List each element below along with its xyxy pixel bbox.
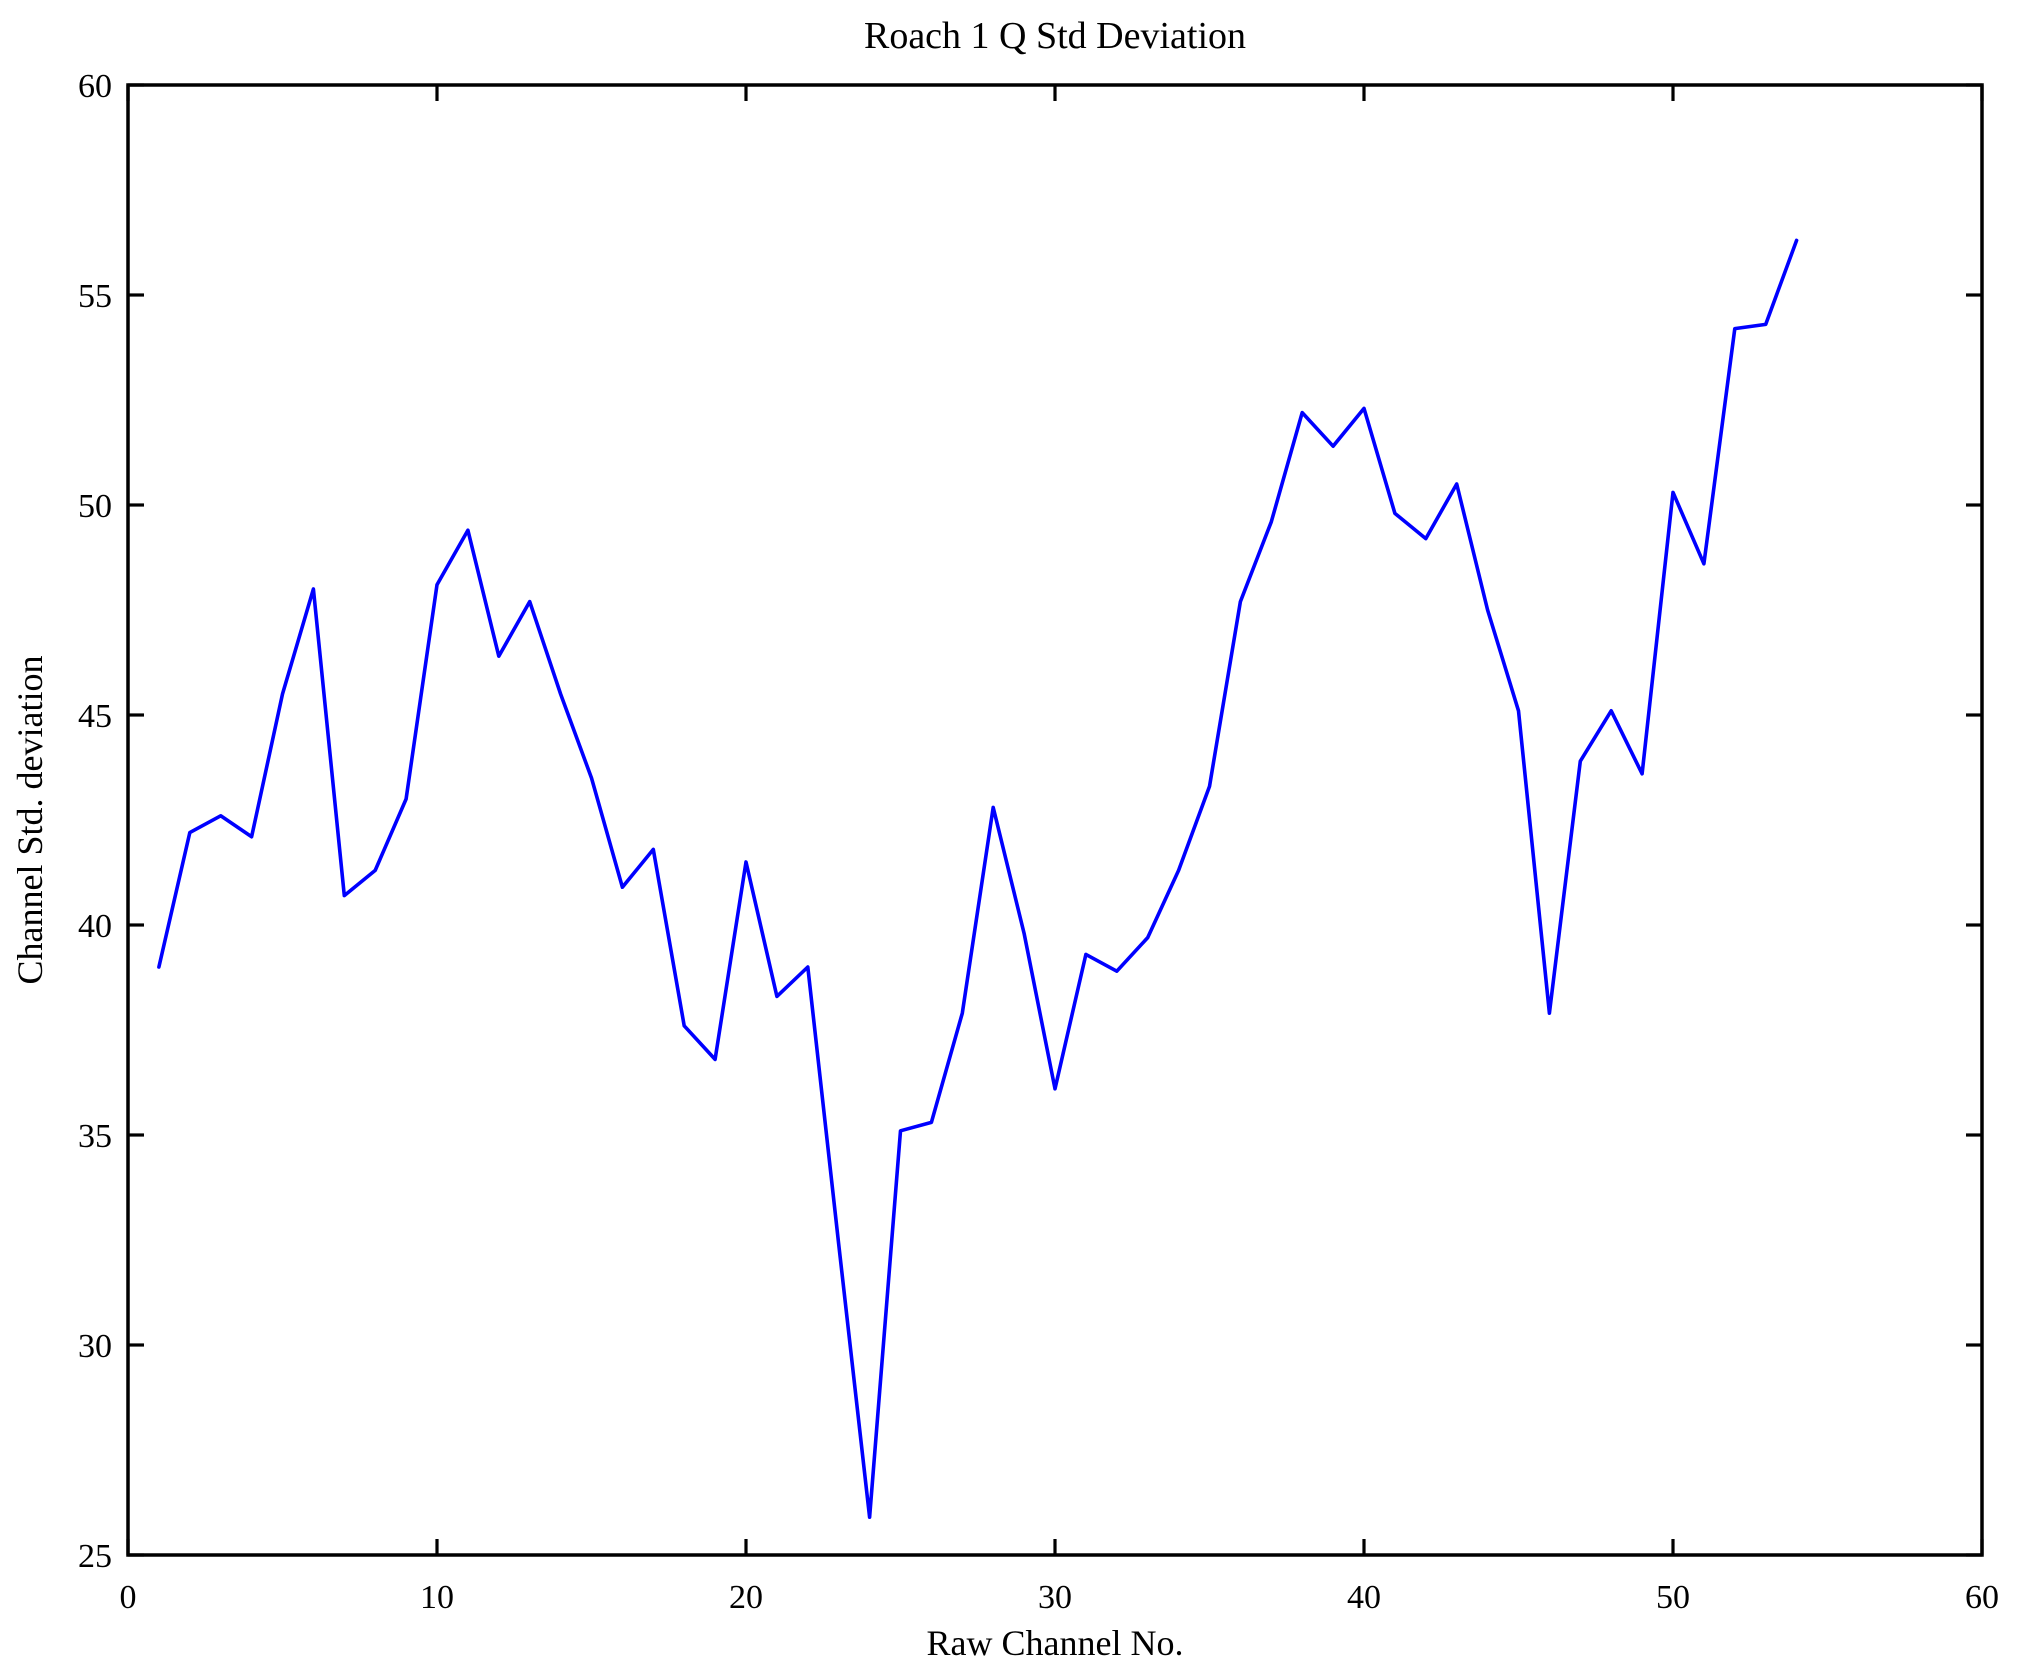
plot-area-border <box>126 83 1984 1557</box>
x-tick-label: 10 <box>420 1579 454 1616</box>
x-axis-label: Raw Channel No. <box>927 1623 1184 1663</box>
x-axis-tick-labels: 0 10 20 30 40 50 60 <box>120 1579 2000 1616</box>
y-tick-label: 45 <box>78 698 112 735</box>
y-axis-tick-labels: 25 30 35 40 45 50 55 60 <box>78 68 112 1575</box>
y-tick-label: 25 <box>78 1538 112 1575</box>
x-tick-label: 50 <box>1656 1579 1690 1616</box>
chart-title: Roach 1 Q Std Deviation <box>864 15 1246 57</box>
y-tick-label: 50 <box>78 488 112 525</box>
y-tick-label: 60 <box>78 68 112 105</box>
x-tick-label: 40 <box>1347 1579 1381 1616</box>
y-tick-label: 55 <box>78 278 112 315</box>
y-axis-label: Channel Std. deviation <box>10 656 50 985</box>
x-tick-label: 0 <box>120 1579 137 1616</box>
y-tick-label: 40 <box>78 908 112 945</box>
x-tick-label: 30 <box>1038 1579 1072 1616</box>
data-line-series <box>157 238 1799 1519</box>
y-tick-label: 30 <box>78 1328 112 1365</box>
x-tick-label: 60 <box>1965 1579 1999 1616</box>
x-tick-label: 20 <box>729 1579 763 1616</box>
axis-ticks <box>126 83 1984 1557</box>
y-tick-label: 35 <box>78 1118 112 1155</box>
